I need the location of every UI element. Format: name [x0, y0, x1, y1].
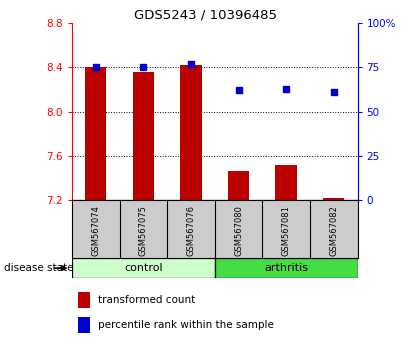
- Bar: [133, 72, 154, 200]
- Point: [283, 86, 289, 91]
- Text: GSM567082: GSM567082: [329, 205, 338, 256]
- Point: [188, 61, 194, 67]
- Bar: [78, 292, 90, 308]
- Text: GSM567080: GSM567080: [234, 205, 243, 256]
- Point: [330, 89, 337, 95]
- Text: transformed count: transformed count: [98, 295, 195, 306]
- Text: arthritis: arthritis: [264, 263, 308, 273]
- Bar: [228, 171, 249, 200]
- Bar: [78, 317, 90, 333]
- Text: GSM567081: GSM567081: [282, 205, 291, 256]
- Point: [92, 64, 99, 70]
- Text: GSM567076: GSM567076: [187, 205, 196, 256]
- Bar: [180, 65, 202, 200]
- Text: GSM567075: GSM567075: [139, 205, 148, 256]
- Point: [140, 64, 147, 70]
- Bar: [215, 258, 358, 278]
- Point: [235, 87, 242, 93]
- Text: percentile rank within the sample: percentile rank within the sample: [98, 320, 273, 330]
- Bar: [323, 198, 344, 200]
- Bar: [275, 165, 297, 200]
- Text: GSM567074: GSM567074: [91, 205, 100, 256]
- Text: disease state: disease state: [4, 263, 74, 273]
- Text: GDS5243 / 10396485: GDS5243 / 10396485: [134, 9, 277, 22]
- Text: control: control: [124, 263, 163, 273]
- Bar: [72, 258, 215, 278]
- Bar: [85, 67, 106, 200]
